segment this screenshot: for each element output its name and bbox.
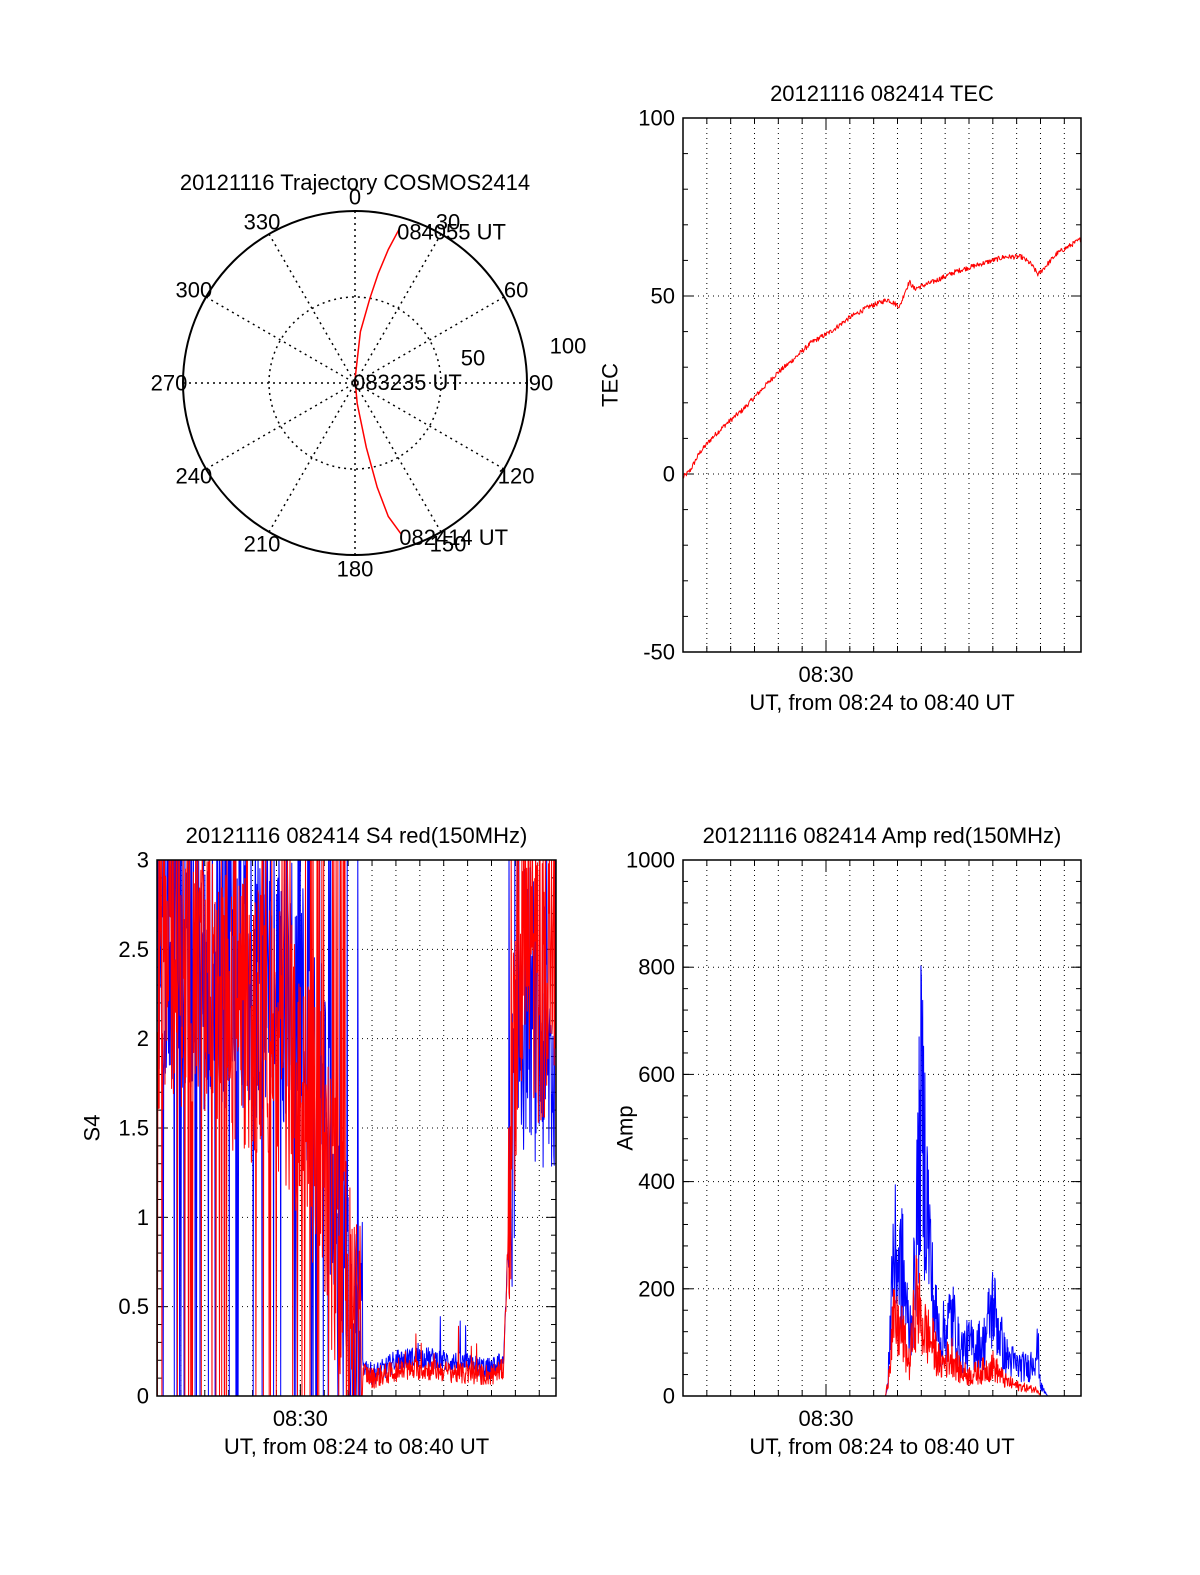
s4-y-tick-label: 2.5: [118, 937, 149, 962]
tec-y-tick-label: 100: [638, 106, 675, 131]
polar-azimuth-label: 150: [430, 532, 467, 557]
amp-plot-area: [683, 965, 1081, 1396]
amp-y-tick-label: 800: [638, 955, 675, 980]
polar-title: 20121116 Trajectory COSMOS2414: [180, 170, 530, 195]
polar-azimuth-label: 60: [504, 278, 528, 303]
amp-y-axis-label: Amp: [613, 1105, 638, 1150]
amp-y-tick-label: 200: [638, 1276, 675, 1301]
polar-azimuth-label: 90: [529, 371, 553, 396]
amp-title: 20121116 082414 Amp red(150MHz): [703, 823, 1062, 848]
polar-azimuth-label: 330: [244, 209, 281, 234]
amp-y-tick-label: 1000: [626, 848, 675, 873]
amp-y-tick-label: 0: [663, 1384, 675, 1409]
polar-radial-label: 100: [550, 334, 587, 359]
tec-x-tick-label: 08:30: [798, 662, 853, 687]
tec-y-tick-label: 50: [651, 284, 675, 309]
amp-y-tick-label: 400: [638, 1169, 675, 1194]
tec-title: 20121116 082414 TEC: [770, 81, 994, 106]
s4-y-tick-label: 0.5: [118, 1294, 149, 1319]
s4-y-tick-label: 1: [137, 1205, 149, 1230]
s4-y-tick-label: 3: [137, 848, 149, 873]
tec-x-axis-label: UT, from 08:24 to 08:40 UT: [749, 690, 1014, 715]
tec-plot-area: [683, 237, 1081, 479]
tec-y-axis-label: TEC: [598, 363, 623, 407]
tec-series-line-red: [683, 237, 1081, 479]
amp-series-line-red: [683, 1255, 1081, 1396]
s4-x-axis-label: UT, from 08:24 to 08:40 UT: [224, 1434, 489, 1459]
s4-series-line-red: [157, 860, 556, 1396]
polar-azimuth-label: 240: [176, 464, 213, 489]
tec-plot-frame: [682, 117, 1082, 653]
polar-time-annotation: 082414 UT: [399, 525, 508, 550]
polar-azimuth-label: 120: [498, 464, 535, 489]
polar-time-annotation: 084055 UT: [397, 220, 506, 245]
polar-trajectory-line: [354, 228, 402, 535]
s4-y-tick-label: 2: [137, 1026, 149, 1051]
s4-title: 20121116 082414 S4 red(150MHz): [186, 823, 528, 848]
amp-series-line-blue: [683, 965, 1081, 1396]
s4-plot-frame: [156, 859, 557, 1397]
amp-x-tick-label: 08:30: [798, 1406, 853, 1431]
polar-azimuth-label: 30: [436, 209, 460, 234]
polar-azimuth-label: 300: [176, 278, 213, 303]
polar-azimuth-label: 0: [349, 185, 361, 210]
polar-azimuth-label: 180: [337, 557, 374, 582]
s4-y-tick-label: 0: [137, 1384, 149, 1409]
amp-y-tick-label: 600: [638, 1062, 675, 1087]
polar-azimuth-label: 270: [151, 371, 188, 396]
tec-y-tick-label: -50: [643, 640, 675, 665]
amp-x-axis-label: UT, from 08:24 to 08:40 UT: [749, 1434, 1014, 1459]
s4-plot-area: [157, 860, 556, 1396]
s4-series-line-blue: [157, 860, 556, 1396]
tec-y-tick-label: 0: [663, 462, 675, 487]
polar-time-annotation: 083235 UT: [353, 370, 462, 395]
s4-y-axis-label: S4: [80, 1115, 105, 1142]
polar-azimuth-label: 210: [244, 532, 281, 557]
polar-radial-label: 50: [461, 346, 485, 371]
amp-plot-frame: [682, 859, 1082, 1397]
s4-x-tick-label: 08:30: [273, 1406, 328, 1431]
s4-y-tick-label: 1.5: [118, 1116, 149, 1141]
